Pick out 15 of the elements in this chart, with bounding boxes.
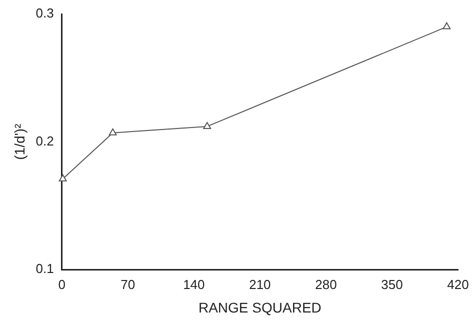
y-tick-label: 0.3 <box>36 6 54 21</box>
point <box>108 128 117 136</box>
y-tick-label: 0.1 <box>36 261 54 276</box>
x-tick-label: 350 <box>381 276 403 292</box>
x-tick-label: 210 <box>249 276 271 292</box>
point <box>203 122 212 129</box>
x-tick-label: 140 <box>183 276 205 292</box>
x-tick-label: 0 <box>58 276 66 292</box>
x-tick-label: 420 <box>447 276 469 292</box>
y-tick-label: 0.2 <box>36 133 54 148</box>
x-tick-label: 280 <box>315 276 337 292</box>
x-axis-title: RANGE SQUARED <box>198 299 322 316</box>
y-axis-title: (1/d')² <box>11 123 28 160</box>
x-tick-label: 70 <box>120 276 136 292</box>
point <box>442 22 451 30</box>
